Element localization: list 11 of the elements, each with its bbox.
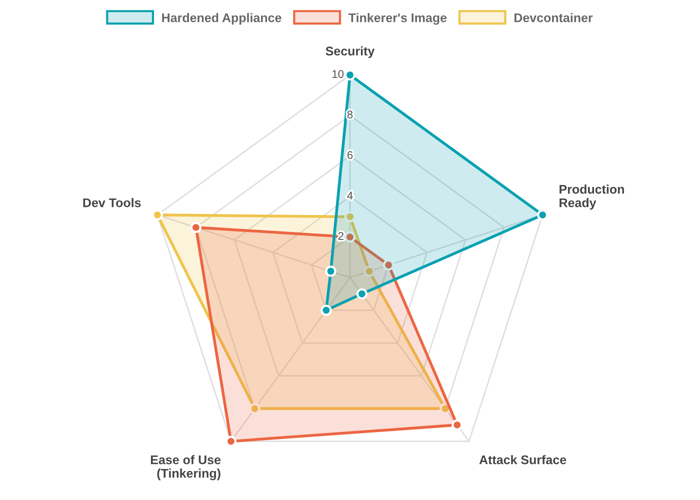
spoke-label: Production Ready [560, 184, 624, 210]
spoke-label: Ease of Use (Tinkering) [150, 455, 221, 480]
legend-label: Tinkerer's Image [348, 13, 447, 25]
spoke-label: Dev Tools [83, 198, 141, 208]
spoke-label: Security [326, 46, 375, 58]
y-tick-label: 4 [347, 192, 353, 200]
y-tick-label: 10 [332, 70, 344, 78]
legend-label: Hardened Appliance [162, 13, 282, 25]
spoke-label: Attack Surface [479, 455, 566, 464]
legend-label: Devcontainer [514, 13, 593, 22]
y-tick-label: 6 [347, 151, 353, 159]
